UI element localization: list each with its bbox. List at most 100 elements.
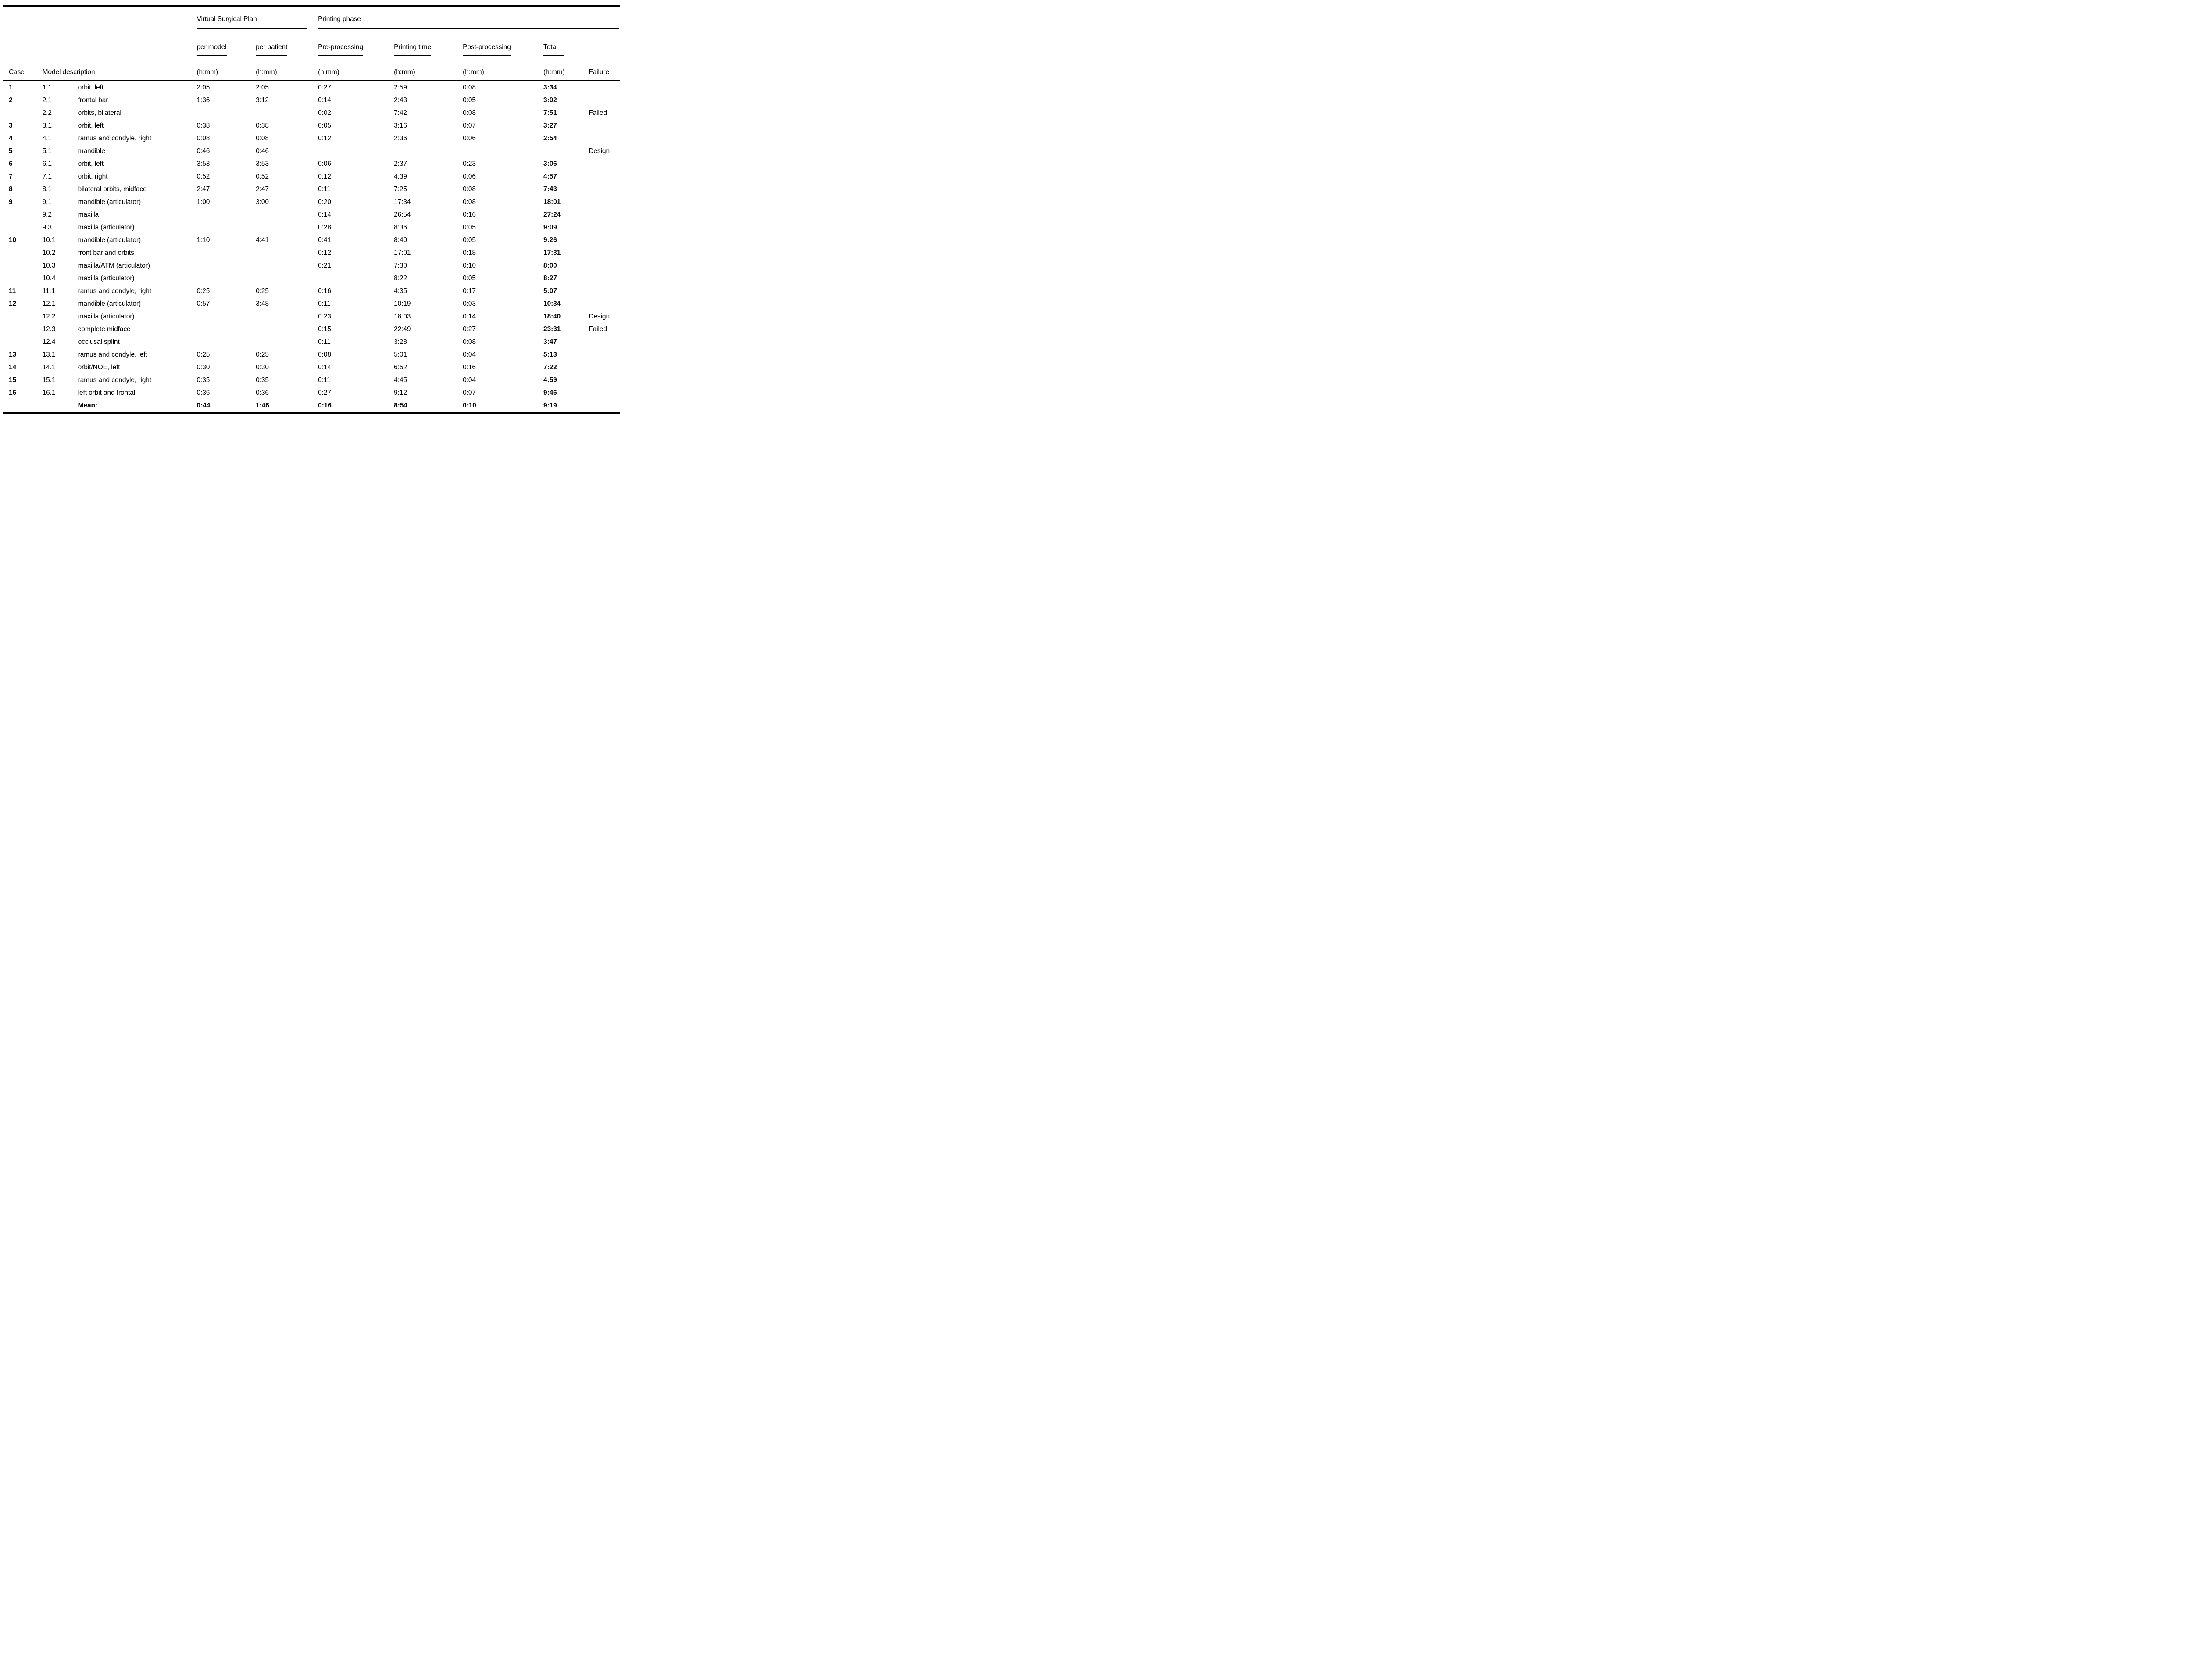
cell-model-number: 10.2: [42, 249, 56, 257]
cell-model-number: 10.1: [42, 236, 56, 244]
cell-model-number: 8.1: [42, 185, 52, 193]
table-header: Virtual Surgical Plan Printing phase per…: [3, 6, 620, 81]
cell-per-patient: 0:35: [256, 376, 269, 384]
cell-case: [3, 221, 43, 234]
table-container: Virtual Surgical Plan Printing phase per…: [0, 0, 623, 414]
cell-model-number: 9.3: [42, 223, 52, 231]
cell-printing-time: 3:28: [394, 338, 407, 346]
cell-post-processing: 0:04: [463, 376, 476, 384]
cell-failure: [589, 234, 620, 247]
cell-pre-processing: 0:15: [318, 325, 331, 333]
unit-post-processing: (h:mm): [463, 56, 544, 81]
cell-post-processing: 0:05: [463, 96, 476, 104]
cell-pre-processing: 0:14: [318, 211, 331, 218]
mean-pre-processing: 0:16: [318, 401, 332, 409]
table-row: 2.2 orbits, bilateral 0:02 7:42 0:08 7:5…: [3, 107, 620, 119]
cell-per-model: [197, 310, 256, 323]
cell-per-model: [197, 336, 256, 348]
header-pre-processing: Pre-processing: [318, 29, 394, 56]
table-footer: Mean: 0:44 1:46 0:16 8:54 0:10 9:19: [3, 399, 620, 413]
cell-pre-processing: 0:14: [318, 363, 331, 371]
cell-pre-processing: 0:11: [318, 376, 331, 384]
cell-model-number: 2.1: [42, 96, 52, 104]
mean-row: Mean: 0:44 1:46 0:16 8:54 0:10 9:19: [3, 399, 620, 413]
cell-per-patient: 2:47: [256, 185, 269, 193]
cell-description: complete midface: [78, 325, 131, 333]
cell-post-processing: 0:03: [463, 300, 476, 307]
cell-description: maxilla (articulator): [78, 223, 135, 231]
cell-per-patient: 4:41: [256, 236, 269, 244]
cell-per-patient: [256, 272, 318, 285]
header-group-virtual-surgical-plan: Virtual Surgical Plan: [196, 6, 318, 29]
table-row: 9.2 maxilla 0:14 26:54 0:16 27:24: [3, 208, 620, 221]
cell-failure: Design: [589, 147, 610, 155]
cell-per-model: 0:38: [196, 122, 210, 129]
cell-pre-processing: 0:41: [318, 236, 331, 244]
unit-total: (h:mm): [543, 56, 589, 81]
cell-total: 27:24: [543, 211, 561, 218]
cell-model-number: 4.1: [42, 134, 52, 142]
header-total: Total: [543, 29, 589, 56]
cell-failure: Failed: [589, 325, 607, 333]
cell-total: [543, 145, 589, 157]
cell-case: 7: [9, 172, 13, 180]
cell-printing-time: 4:35: [394, 287, 407, 295]
cell-total: 5:07: [543, 287, 557, 295]
cell-failure: [589, 119, 620, 132]
cell-failure: [589, 208, 620, 221]
cell-per-model: 1:36: [196, 96, 210, 104]
cell-total: 7:51: [543, 109, 557, 117]
cell-description: frontal bar: [78, 96, 108, 104]
cell-description: ramus and condyle, left: [78, 350, 147, 358]
cell-model-number: 13.1: [42, 350, 56, 358]
cell-post-processing: 0:17: [463, 287, 476, 295]
cell-printing-time: 3:16: [394, 122, 407, 129]
cell-per-model: [197, 107, 256, 119]
cell-post-processing: 0:27: [463, 325, 476, 333]
print-times-table: Virtual Surgical Plan Printing phase per…: [3, 5, 620, 414]
cell-model-number: 7.1: [42, 172, 52, 180]
header-unit-row: Case Model description (h:mm) (h:mm) (h:…: [3, 56, 620, 81]
group-underline: Virtual Surgical Plan: [196, 15, 307, 29]
cell-per-model: [197, 247, 256, 259]
cell-per-model: 2:47: [196, 185, 210, 193]
unit-per-model: (h:mm): [196, 56, 256, 81]
cell-pre-processing: 0:12: [318, 134, 331, 142]
cell-pre-processing: 0:14: [318, 96, 331, 104]
cell-failure: [589, 157, 620, 170]
cell-per-model: 0:30: [196, 363, 210, 371]
cell-case: 14: [9, 363, 17, 371]
header-subcolumn-row: per model per patient Pre-processing Pri…: [3, 29, 620, 56]
cell-pre-processing: [318, 272, 394, 285]
cell-description: mandible (articulator): [78, 300, 141, 307]
cell-per-patient: 3:53: [256, 160, 269, 168]
header-printing-time: Printing time: [394, 29, 463, 56]
table-row: 12.4 occlusal splint 0:11 3:28 0:08 3:47: [3, 336, 620, 348]
header-spacer: [3, 29, 197, 56]
cell-case: 8: [9, 185, 13, 193]
cell-model-number: 3.1: [42, 122, 52, 129]
cell-total: 17:31: [543, 249, 561, 257]
cell-case: 3: [9, 122, 13, 129]
cell-case: [3, 323, 43, 336]
cell-pre-processing: 0:11: [318, 300, 331, 307]
cell-description: mandible (articulator): [78, 236, 141, 244]
cell-post-processing: 0:14: [463, 312, 476, 320]
cell-failure: [589, 81, 620, 94]
header-post-processing: Post-processing: [463, 29, 543, 56]
cell-description: orbits, bilateral: [78, 109, 121, 117]
mean-printing-time: 8:54: [394, 401, 407, 409]
cell-failure: [589, 170, 620, 183]
cell-case: 10: [9, 236, 17, 244]
cell-case: 6: [9, 160, 13, 168]
cell-total: 3:34: [543, 83, 557, 91]
cell-post-processing: 0:16: [463, 363, 476, 371]
cell-per-patient: 0:38: [256, 122, 269, 129]
cell-per-model: 0:25: [196, 287, 210, 295]
header-failure: Failure: [589, 56, 620, 81]
cell-pre-processing: 0:21: [318, 261, 331, 269]
cell-printing-time: 17:01: [394, 249, 411, 257]
cell-printing-time: 10:19: [394, 300, 411, 307]
cell-post-processing: 0:06: [463, 172, 476, 180]
cell-printing-time: 8:22: [394, 274, 407, 282]
